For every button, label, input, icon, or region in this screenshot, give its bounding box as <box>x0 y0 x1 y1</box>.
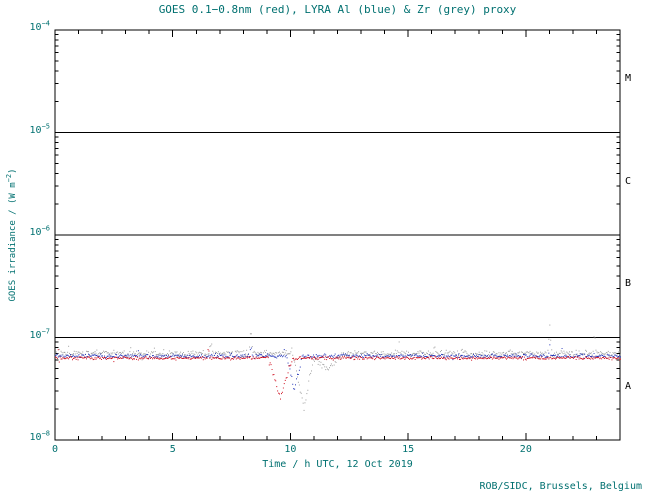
y-tick-label: 10−4 <box>29 19 50 33</box>
flare-class-label: A <box>625 380 632 392</box>
y-tick-label: 10−5 <box>29 122 50 136</box>
x-axis-label: Time / h UTC, 12 Oct 2019 <box>262 459 413 470</box>
y-tick-label: 10−7 <box>29 327 50 341</box>
y-axis-label-suffix: ) <box>8 168 18 174</box>
flare-class-label: B <box>625 278 632 290</box>
flare-class-label: M <box>625 73 632 85</box>
y-axis-label-text: GOES irradiance / (W m <box>8 182 18 302</box>
y-axis-label-exponent: −2 <box>5 173 13 183</box>
chart-title: GOES 0.1−0.8nm (red), LYRA Al (blue) & Z… <box>158 3 517 16</box>
series-lyra-al-proxy <box>55 344 621 390</box>
y-tick-label: 10−6 <box>29 224 50 238</box>
series-goes-0-1-0-8nm <box>55 349 621 400</box>
x-tick-label: 0 <box>51 444 59 455</box>
x-tick-label: 15 <box>402 444 415 455</box>
y-tick-label: 10−8 <box>29 429 50 443</box>
credit-text: ROB/SIDC, Brussels, Belgium <box>479 481 642 492</box>
flare-class-label: C <box>625 175 632 187</box>
x-tick-label: 20 <box>519 444 532 455</box>
x-tick-label: 10 <box>284 444 297 455</box>
x-tick-label: 5 <box>169 444 176 455</box>
